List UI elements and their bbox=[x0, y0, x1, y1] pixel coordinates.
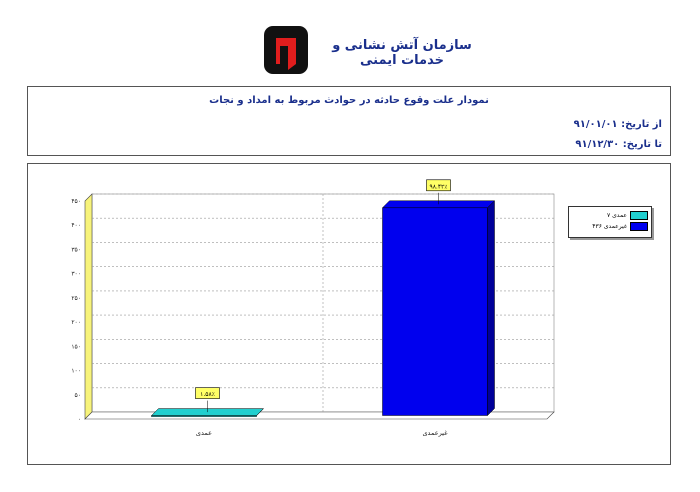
y-tick-label: ۰ bbox=[78, 416, 81, 423]
legend-label-2: غیرعمدی ۴۳۶ bbox=[592, 223, 627, 230]
bar-2 bbox=[382, 207, 488, 416]
date-from-label: از تاریخ: bbox=[621, 119, 662, 130]
y-tick-label: ۴۵۰ bbox=[71, 198, 81, 205]
fire-department-logo-icon bbox=[264, 26, 308, 74]
bar-side-2 bbox=[487, 200, 495, 417]
y-tick-label: ۲۵۰ bbox=[71, 295, 81, 302]
y-tick-label: ۱۵۰ bbox=[71, 343, 81, 350]
y-tick-label: ۴۰۰ bbox=[71, 222, 81, 229]
legend-item-2: غیرعمدی ۴۳۶ bbox=[572, 221, 648, 232]
bar-chart: ۰ ۵۰ ۱۰۰ ۱۵۰ ۲۰۰ ۲۵۰ ۳۰۰ ۳۵۰ ۴۰۰ ۴۵۰ ۱.۵۸٪ عمدی ۹۸.۴… bbox=[71, 179, 555, 437]
date-to-line: تا تاریخ: ۹۱/۱۲/۳۰ bbox=[575, 139, 662, 150]
report-header: سازمان آتش نشانی و خدمات ایمنی bbox=[0, 0, 700, 88]
y-tick-label: ۲۰۰ bbox=[71, 319, 81, 326]
data-label-box bbox=[195, 387, 220, 399]
data-label: ۱.۵۸٪ bbox=[200, 391, 215, 398]
chart-legend: عمدی ۷ غیرعمدی ۴۳۶ bbox=[568, 206, 652, 238]
left-wall bbox=[84, 193, 93, 420]
bar-side-1 bbox=[256, 407, 264, 417]
y-tick-label: ۵۰ bbox=[75, 392, 81, 399]
data-label-box bbox=[426, 179, 451, 192]
x-tick-label: غیرعمدی bbox=[422, 429, 448, 437]
date-from-line: از تاریخ: ۹۱/۰۱/۰۱ bbox=[574, 119, 662, 130]
legend-label-1: عمدی ۷ bbox=[606, 212, 627, 219]
data-label: ۹۸.۴۲٪ bbox=[429, 183, 447, 190]
legend-swatch-2 bbox=[630, 222, 648, 231]
y-tick-label: ۱۰۰ bbox=[71, 368, 81, 375]
legend-item-1: عمدی ۷ bbox=[572, 210, 648, 221]
organization-name: سازمان آتش نشانی و خدمات ایمنی bbox=[332, 38, 472, 68]
date-to-label: تا تاریخ: bbox=[622, 139, 662, 150]
date-to-value: ۹۱/۱۲/۳۰ bbox=[575, 139, 620, 150]
x-tick-label: عمدی bbox=[196, 429, 212, 437]
legend-swatch-1 bbox=[630, 211, 648, 220]
report-title: نمودار علت وقوع حادثه در حوادث مربوط به … bbox=[209, 95, 489, 106]
report-info-panel: نمودار علت وقوع حادثه در حوادث مربوط به … bbox=[27, 86, 671, 156]
chart-panel: ۰ ۵۰ ۱۰۰ ۱۵۰ ۲۰۰ ۲۵۰ ۳۰۰ ۳۵۰ ۴۰۰ ۴۵۰ ۱.۵۸٪ عمدی ۹۸.۴… bbox=[27, 163, 671, 465]
y-tick-label: ۳۰۰ bbox=[71, 271, 81, 278]
date-from-value: ۹۱/۰۱/۰۱ bbox=[573, 119, 618, 130]
y-tick-label: ۳۵۰ bbox=[71, 246, 81, 253]
